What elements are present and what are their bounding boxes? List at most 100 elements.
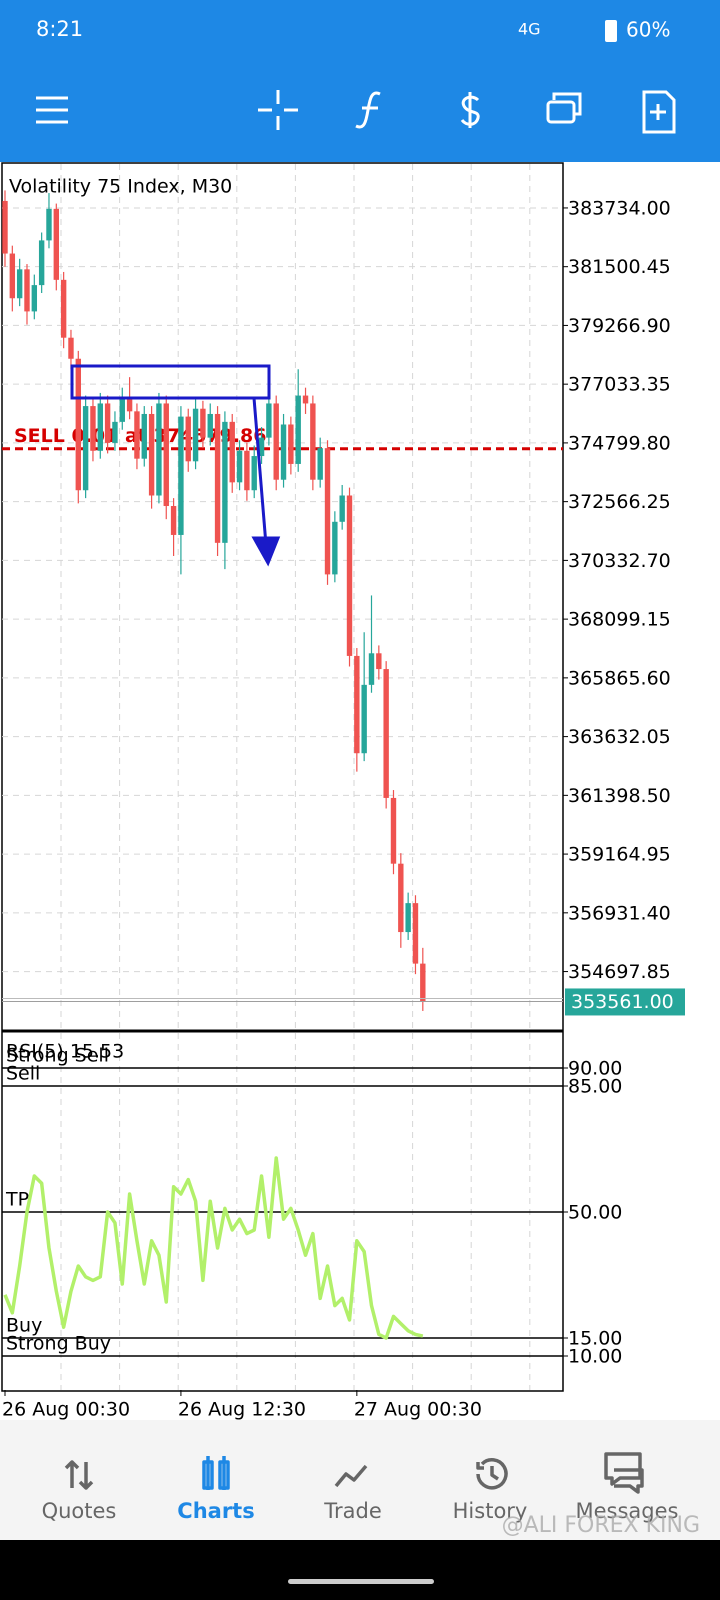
candle-body	[46, 208, 52, 241]
last-price-tag	[565, 988, 685, 1016]
candle-body	[2, 200, 8, 254]
nav-label[interactable]: Messages	[576, 1499, 679, 1523]
new-order-icon[interactable]	[642, 90, 676, 134]
plot: 383734.00 381500.45 379266.90 377033.35 3747…	[2, 164, 685, 1421]
candle-body	[112, 421, 118, 443]
candle-body	[214, 413, 221, 543]
menu-icon[interactable]	[36, 96, 68, 124]
y-tick-label: 370332.70	[568, 550, 671, 572]
trade-icon[interactable]	[460, 92, 480, 128]
candle-body	[170, 506, 177, 535]
candle-body	[75, 358, 81, 491]
candle-body	[251, 456, 257, 491]
windows-icon[interactable]	[546, 100, 576, 124]
y-tick-label: 363632.05	[568, 726, 671, 748]
y-tick-label: 368099.15	[568, 609, 671, 631]
candle-body	[266, 403, 272, 438]
candle-body	[163, 403, 169, 507]
y-tick-label: 359164.95	[568, 844, 671, 866]
drawn-objects	[70, 364, 281, 567]
arrow-head	[251, 536, 281, 567]
candle-body	[273, 403, 279, 480]
y-tick-label: 354697.85	[568, 961, 671, 983]
candle-body	[16, 269, 23, 299]
candle-body	[178, 416, 184, 535]
candle-body	[68, 337, 74, 359]
indicator-icon[interactable]	[355, 91, 381, 129]
nav-label[interactable]: Quotes	[42, 1499, 117, 1523]
candle-body	[288, 424, 294, 464]
candle-body	[104, 403, 111, 443]
candle-body	[134, 411, 140, 459]
nav-icon[interactable]	[202, 1456, 230, 1490]
x-tick-label: 27 Aug 00:30	[354, 1399, 482, 1421]
candle-body	[317, 448, 323, 480]
y-tick-label: 383734.00	[568, 197, 671, 219]
candle-body	[97, 403, 103, 451]
candle-body	[346, 495, 353, 656]
rsi-line	[3, 1156, 424, 1340]
candle-body	[200, 408, 206, 438]
candle-body	[141, 413, 147, 459]
candle-body	[192, 408, 199, 462]
x-tick-label: 26 Aug 00:30	[2, 1399, 130, 1421]
chart-title: Volatility 75 Index, M30	[9, 176, 232, 198]
y-tick-label: 381500.45	[568, 256, 671, 278]
toolbar	[36, 90, 676, 134]
candle-body	[405, 903, 411, 933]
candle-body	[310, 403, 316, 480]
candle-body	[244, 450, 250, 491]
candle-body	[24, 269, 30, 312]
candle-body	[361, 684, 367, 754]
candle-body	[398, 863, 404, 933]
nav-icon[interactable]	[604, 1452, 644, 1494]
candle-body	[376, 653, 382, 670]
candle-body	[229, 421, 235, 483]
nav-icon[interactable]	[476, 1458, 508, 1490]
level-label: TP	[5, 1189, 29, 1211]
status-battery: 60%	[626, 18, 670, 42]
candle-body	[295, 395, 301, 464]
system-bar	[0, 1540, 720, 1600]
candle-body	[90, 406, 96, 451]
candle-body	[368, 653, 375, 685]
candle-body	[53, 208, 60, 280]
y-tick-label: 361398.50	[568, 785, 671, 807]
app-bar	[0, 0, 720, 162]
crosshair-icon[interactable]	[258, 90, 298, 130]
status-network: 4G	[518, 20, 541, 39]
chart-frame	[1, 162, 564, 1392]
nav-label[interactable]: Trade	[323, 1499, 382, 1523]
candle-body	[420, 963, 426, 1002]
candle-body	[332, 521, 338, 575]
candle-body	[185, 416, 191, 462]
candle-body	[156, 403, 162, 496]
candle-body	[339, 495, 345, 522]
candle-body	[324, 448, 331, 575]
last-price-label: 353561.00	[571, 991, 674, 1013]
y-tick-label: 379266.90	[568, 315, 671, 337]
candle-body	[207, 413, 213, 438]
candle-body	[354, 655, 360, 754]
y-tick-label: 10.00	[568, 1346, 622, 1368]
nav-icon[interactable]	[334, 1464, 368, 1488]
status-time: 8:21	[36, 17, 83, 41]
watermark: @ALI FOREX KING	[502, 1513, 700, 1538]
nav-label[interactable]: Charts	[177, 1499, 254, 1523]
candle-body	[236, 450, 243, 483]
candle-body	[383, 669, 389, 798]
nav-icon[interactable]	[64, 1460, 94, 1490]
candle-body	[412, 903, 419, 964]
y-tick-label: 365865.60	[568, 667, 671, 689]
y-tick-label: 356931.40	[568, 902, 671, 924]
candle-body	[148, 413, 155, 496]
y-tick-label: 15.00	[568, 1328, 622, 1350]
candle-body	[302, 395, 309, 404]
nav-label[interactable]: History	[453, 1499, 528, 1523]
candle-body	[390, 797, 397, 864]
arrow-line	[252, 397, 268, 546]
nav-items: Quotes Charts Trade History Messages	[42, 1452, 679, 1523]
y-tick-label: 85.00	[568, 1076, 622, 1098]
candle-body	[38, 240, 45, 286]
